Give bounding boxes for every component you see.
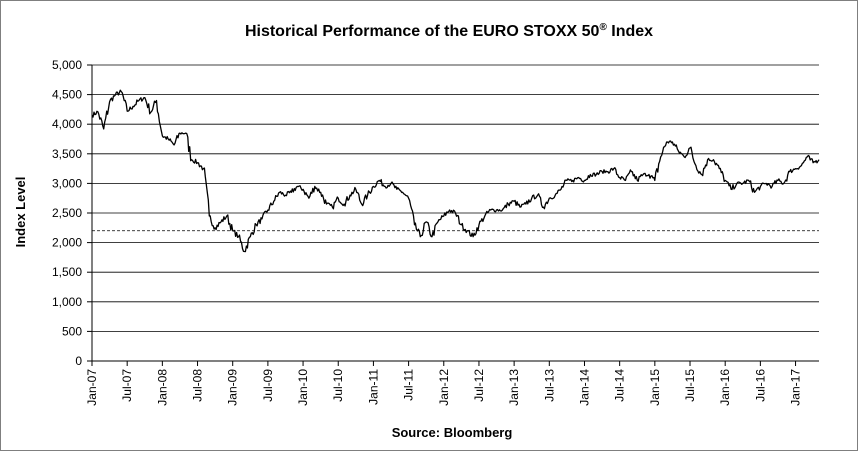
y-tick-label: 4,000	[52, 117, 82, 131]
x-tick-label: Jan-16	[718, 369, 732, 406]
y-tick-label: 1,500	[52, 265, 82, 279]
y-tick-labels: 0 500 1,000 1,500 2,000 2,500 3,000 3,500 4,000 4…	[52, 58, 82, 368]
x-tick-label: Jan-09	[226, 369, 240, 406]
x-tick-label: Jan-17	[789, 369, 803, 406]
x-tick-label: Jan-08	[155, 369, 169, 406]
chart-title-main: Historical Performance of the EURO STOXX…	[245, 23, 600, 40]
y-tick-label: 5,000	[52, 58, 82, 72]
chart-title: Historical Performance of the EURO STOXX…	[245, 22, 653, 40]
chart-title-suffix: Index	[607, 23, 653, 40]
series-group	[91, 89, 820, 253]
x-tick-label: Jan-12	[437, 369, 451, 406]
y-tick-label: 0	[75, 354, 82, 368]
x-tick-label: Jul-08	[191, 369, 205, 402]
series-line-index-level	[91, 89, 820, 253]
x-tick-label: Jul-16	[753, 369, 767, 402]
x-tick-label: Jan-14	[577, 369, 591, 406]
y-tick-label: 3,000	[52, 176, 82, 190]
x-tick-label: Jul-12	[472, 369, 486, 402]
x-axis-label: Source: Bloomberg	[392, 425, 513, 440]
chart-title-superscript: ®	[599, 22, 607, 33]
y-axis-label: Index Level	[13, 177, 28, 248]
x-tick-label: Jan-07	[85, 369, 99, 406]
y-tick-label: 500	[62, 324, 82, 338]
x-tick-label: Jul-11	[402, 369, 416, 401]
y-tick-label: 1,000	[52, 295, 82, 309]
x-tick-label: Jul-15	[683, 369, 697, 402]
x-tick-label: Jul-09	[261, 369, 275, 402]
gridlines	[92, 64, 819, 332]
x-tick-label: Jul-14	[613, 369, 627, 402]
y-tick-label: 4,500	[52, 88, 82, 102]
y-tick-label: 2,500	[52, 206, 82, 220]
y-tick-label: 3,500	[52, 147, 82, 161]
y-tick-label: 2,000	[52, 236, 82, 250]
x-tick-label: Jan-11	[366, 369, 380, 405]
x-tick-label: Jul-13	[542, 369, 556, 402]
x-tick-label: Jul-07	[120, 369, 134, 402]
x-tick-label: Jan-13	[507, 369, 521, 406]
axes	[87, 64, 819, 366]
x-tick-labels: Jan-07 Jul-07 Jan-08 Jul-08 Jan-09 Jul-09 Jan-…	[85, 369, 803, 406]
x-tick-label: Jan-15	[648, 369, 662, 406]
x-tick-label: Jan-10	[296, 369, 310, 406]
x-tick-label: Jul-10	[331, 369, 345, 402]
